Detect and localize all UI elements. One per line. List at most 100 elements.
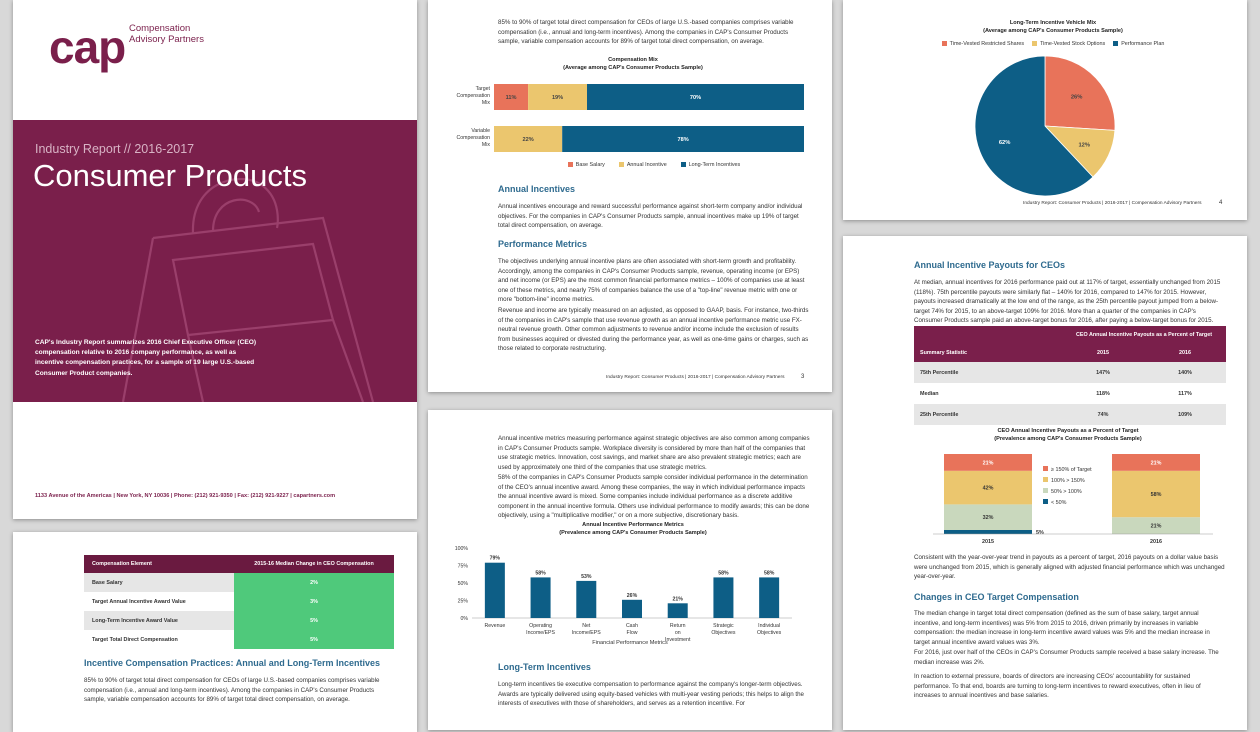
legend-label: Performance Plan — [1121, 41, 1165, 47]
legend-label: < 50% — [1051, 500, 1067, 506]
bar-segment — [944, 504, 1032, 530]
cover-address: 1133 Avenue of the Americas | New York, … — [35, 493, 336, 499]
report-title: Consumer Products — [33, 158, 307, 193]
page-number: 3 — [801, 374, 805, 380]
pie-slice — [974, 55, 1094, 197]
category-label: Investment — [665, 637, 691, 643]
chart-title: Annual Incentive Performance Metrics (Pr… — [468, 522, 798, 537]
bar-segment — [528, 84, 587, 110]
chart-subtitle: (Prevalence among CAP's Consumer Product… — [559, 529, 707, 536]
category-label: Mix — [482, 142, 490, 148]
category-label: Income/EPS — [572, 630, 601, 636]
table-row: 75th Percentile 147% 140% — [914, 362, 1226, 383]
bar — [530, 577, 551, 618]
bar-segment — [494, 84, 529, 110]
data-label: 42% — [983, 486, 994, 492]
category-label: Target — [476, 86, 491, 92]
table-cell: 74% — [1097, 411, 1109, 418]
legend-item: Time-Vested Stock Options — [1032, 41, 1105, 47]
perf-paragraph-2: Revenue and income are typically measure… — [498, 307, 809, 353]
page-4[interactable]: Long-Term Incentive Vehicle Mix (Average… — [843, 0, 1247, 220]
legend-label: Base Salary — [575, 162, 605, 168]
category-label: on — [675, 630, 681, 636]
bar-segment — [944, 470, 1032, 505]
category-label: Objectives — [757, 630, 782, 636]
category-label: Flow — [627, 630, 638, 636]
page-5[interactable]: Annual incentive metrics measuring perfo… — [428, 410, 832, 730]
payout-stacked-chart: 5% 32% 42% 21% 2015 21% 58% 21% 2016 ≥ 150% of Ta… — [933, 454, 1213, 545]
data-label: 53% — [581, 574, 592, 580]
table-row: 25th Percentile 74% 109% — [914, 404, 1226, 425]
category-label: Strategic — [713, 623, 734, 629]
table-cell: 117% — [1178, 390, 1192, 397]
chart-title: CEO Annual Incentive Payouts as a Percen… — [953, 428, 1183, 443]
data-label: 58% — [718, 570, 729, 576]
category-label: 2015 — [982, 539, 994, 545]
report-summary: CAP's Industry Report summarizes 2016 Ch… — [35, 339, 257, 377]
annual-paragraph: Annual incentives encourage and reward s… — [498, 203, 803, 230]
chart-title: Long-Term Incentive Vehicle Mix (Average… — [953, 20, 1153, 35]
category-label: Compensation — [457, 135, 491, 141]
bar — [667, 603, 688, 618]
y-tick-label: 50% — [458, 581, 469, 587]
legend-item: Base Salary — [567, 162, 605, 168]
pie-legend: Time-Vested Restricted Shares Time-Veste… — [903, 41, 1203, 47]
page-6[interactable]: Annual Incentive Payouts for CEOs At med… — [843, 236, 1247, 730]
chart-title-text: Compensation Mix — [608, 57, 658, 63]
cap-logo: cap — [49, 21, 126, 73]
table-cell: 25th Percentile — [920, 411, 959, 418]
legend-swatch — [1043, 477, 1048, 482]
page-3[interactable]: 85% to 90% of target total direct compen… — [428, 0, 832, 392]
legend-label: Time-Vested Stock Options — [1040, 41, 1106, 47]
category-label: Income/EPS — [526, 630, 555, 636]
category-label: Individual — [758, 623, 780, 629]
perf-paragraph-1: The objectives underlying annual incenti… — [498, 258, 805, 304]
chart-title-text: Annual Incentive Performance Metrics — [582, 522, 684, 528]
category-label: 2016 — [1150, 539, 1162, 545]
y-tick-label: 100% — [455, 546, 469, 552]
data-label: 19% — [552, 95, 563, 101]
table-cell: 109% — [1178, 411, 1192, 418]
comp-change-table: Compensation Element 2015-16 Median Chan… — [84, 555, 394, 649]
lti-paragraph: Long-term incentives tie executive compe… — [498, 681, 804, 708]
performance-metrics-chart: 100%75%50%25%0%79%Revenue58%OperatingInc… — [455, 546, 792, 643]
bar-segment — [1112, 454, 1200, 471]
bar-segment — [494, 126, 563, 152]
bar-segment — [944, 454, 1032, 471]
page-2[interactable]: Compensation Element 2015-16 Median Chan… — [13, 532, 417, 732]
category-label: Cash — [626, 623, 638, 629]
bar — [759, 577, 780, 618]
body-paragraph-2: 58% of the companies in CAP's Consumer P… — [498, 474, 810, 520]
cover-page[interactable]: cap Compensation Advisory Partners Indus… — [13, 0, 417, 519]
table-header-element: Compensation Element — [92, 561, 152, 567]
body-paragraph: 85% to 90% of target total direct compen… — [84, 677, 380, 704]
table-cell: Target Total Direct Compensation — [84, 630, 234, 649]
report-kicker: Industry Report // 2016-2017 — [35, 142, 195, 156]
changes-paragraph-2: For 2016, just over half of the CEOs in … — [914, 649, 1219, 666]
data-label: 78% — [677, 137, 688, 143]
lti-vehicle-pie-chart: 26% 12% 62% — [974, 55, 1116, 197]
data-label: 12% — [1078, 142, 1090, 148]
chart-title-text: CEO Annual Incentive Payouts as a Percen… — [997, 428, 1139, 434]
legend-swatch — [1043, 466, 1048, 471]
legend-item: Time-Vested Restricted Shares — [941, 41, 1024, 47]
y-tick-label: 0% — [461, 616, 469, 622]
legend-label: Long-Term Incentives — [688, 162, 741, 168]
legend-swatch — [1043, 488, 1048, 493]
data-label: 32% — [983, 515, 994, 521]
chart-subtitle: (Average among CAP's Consumer Products S… — [563, 64, 703, 71]
category-label: Mix — [482, 100, 490, 106]
bar-segment — [1112, 470, 1200, 518]
data-label: 79% — [490, 556, 501, 562]
cover-band: Industry Report // 2016-2017 Consumer Pr… — [13, 120, 417, 402]
y-tick-label: 25% — [458, 599, 469, 605]
heading-changes: Changes in CEO Target Compensation — [914, 592, 1079, 602]
data-label: 22% — [522, 137, 533, 143]
category-label: Objectives — [711, 630, 736, 636]
data-label: 5% — [1036, 530, 1044, 536]
compensation-mix-legend: Base Salary Annual Incentive Long-Term I… — [498, 162, 810, 168]
table-row: Target Annual Incentive Award Value 3% — [84, 592, 394, 611]
brand-name-line1: Compensation — [129, 23, 191, 34]
data-label: 58% — [764, 570, 775, 576]
